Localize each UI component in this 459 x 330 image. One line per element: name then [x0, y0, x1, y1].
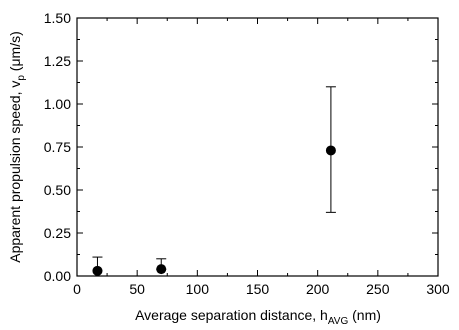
- x-axis-title-main: Average separation distance, h: [135, 307, 328, 323]
- x-tick-label: 50: [129, 281, 145, 297]
- y-axis-title: Apparent propulsion speed, vp (μm/s): [7, 31, 27, 263]
- x-tick-label: 300: [426, 281, 450, 297]
- y-axis-title-unit: (μm/s): [7, 31, 23, 75]
- data-point: [92, 265, 103, 276]
- x-tick-label: 0: [73, 281, 81, 297]
- x-axis-title: Average separation distance, hAVG (nm): [135, 307, 381, 327]
- y-axis-title-main: Apparent propulsion speed, v: [7, 81, 23, 263]
- x-axis-title-unit: (nm): [348, 307, 381, 323]
- y-tick-label: 0.75: [44, 139, 71, 155]
- data-point: [325, 145, 336, 156]
- x-axis-ticks: 0 50 100 150 200 250 300: [73, 18, 450, 297]
- y-axis-ticks: 0.00 0.25 0.50 0.75 1.00 1.25 1.50: [44, 10, 438, 284]
- plot-frame: [76, 17, 439, 277]
- y-tick-label: 1.50: [44, 10, 71, 26]
- y-tick-label: 0.50: [44, 182, 71, 198]
- data-point: [156, 264, 167, 275]
- data-points: [92, 86, 336, 276]
- x-tick-label: 200: [306, 281, 330, 297]
- x-axis-title-subscript: AVG: [328, 316, 349, 327]
- x-tick-label: 150: [246, 281, 270, 297]
- y-tick-label: 0.25: [44, 225, 71, 241]
- y-tick-label: 1.00: [44, 96, 71, 112]
- y-tick-label: 0.00: [44, 268, 71, 284]
- x-tick-label: 250: [366, 281, 390, 297]
- y-axis-title-subscript: p: [16, 75, 27, 81]
- y-tick-label: 1.25: [44, 53, 71, 69]
- x-tick-label: 100: [186, 281, 210, 297]
